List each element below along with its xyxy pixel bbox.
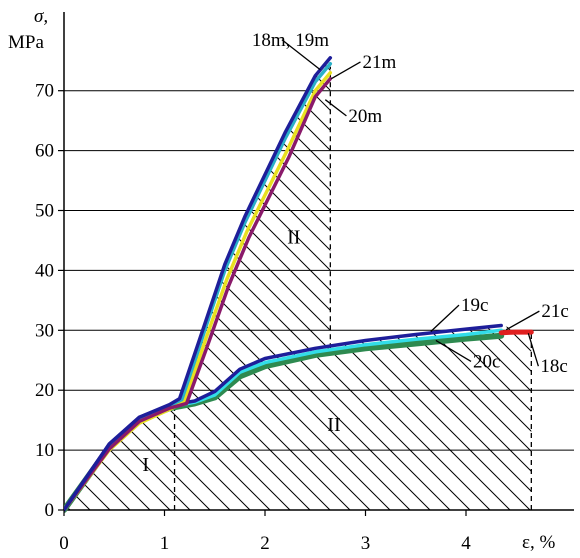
region-label-3: II	[327, 414, 340, 436]
gridlines	[64, 90, 574, 451]
y-tick-label-10: 10	[35, 440, 54, 461]
series-line-18m	[64, 56, 333, 512]
annotation-leader-7	[527, 333, 539, 367]
x-tick-label-0: 0	[59, 533, 69, 554]
region-label-2: II	[287, 226, 300, 248]
annotation-label-6: 20c	[473, 351, 500, 372]
hatch-region-II-lower	[174, 325, 532, 510]
dashed-guide-lines	[173, 66, 532, 510]
x-tick-label-4: 4	[461, 533, 471, 554]
y-tick-labels: 0 10 20 30 40 50 60 70	[35, 81, 64, 521]
annotation-label-2: 21m	[362, 52, 396, 73]
annotation-leader-4	[430, 304, 460, 332]
x-tick-label-1: 1	[160, 533, 170, 554]
y-axis-unit: MPa	[8, 32, 44, 53]
x-axis-title: ε, %	[522, 532, 555, 553]
y-tick-label-70: 70	[35, 81, 54, 102]
annotation-label-1: 18m, 19m	[252, 30, 329, 51]
annotation-leader-2	[331, 61, 361, 80]
annotation-leader-1	[281, 39, 321, 71]
annotation-leader-3	[324, 99, 347, 117]
hatch-region-I	[64, 404, 175, 510]
x-tick-label-3: 3	[361, 533, 371, 554]
x-tick-labels: 0 1 2 3 4	[59, 510, 471, 554]
annotation-leader-6	[435, 339, 472, 362]
annotation-label-4: 19c	[461, 295, 488, 316]
y-tick-label-60: 60	[35, 141, 54, 162]
series-group	[64, 56, 534, 513]
annotation-leaders	[281, 39, 540, 367]
annotation-label-7: 18c	[540, 356, 567, 377]
region-label-1: I	[142, 454, 149, 476]
annotation-label-5: 21c	[541, 301, 568, 322]
annotation-leader-5	[505, 310, 540, 331]
y-tick-label-0: 0	[45, 500, 55, 521]
y-axis-title: σ,	[34, 6, 48, 27]
series-line-18c	[498, 329, 534, 336]
series-annotations: 18m, 19m 21m 20m 19c 21c 20c 18c	[252, 30, 569, 377]
y-tick-label-50: 50	[35, 201, 54, 222]
y-tick-label-30: 30	[35, 320, 54, 341]
series-line-21m	[64, 76, 333, 512]
annotation-label-3: 20m	[348, 106, 382, 127]
y-tick-label-20: 20	[35, 380, 54, 401]
x-tick-label-2: 2	[260, 533, 270, 554]
y-tick-label-40: 40	[35, 260, 54, 281]
axes	[63, 12, 574, 511]
